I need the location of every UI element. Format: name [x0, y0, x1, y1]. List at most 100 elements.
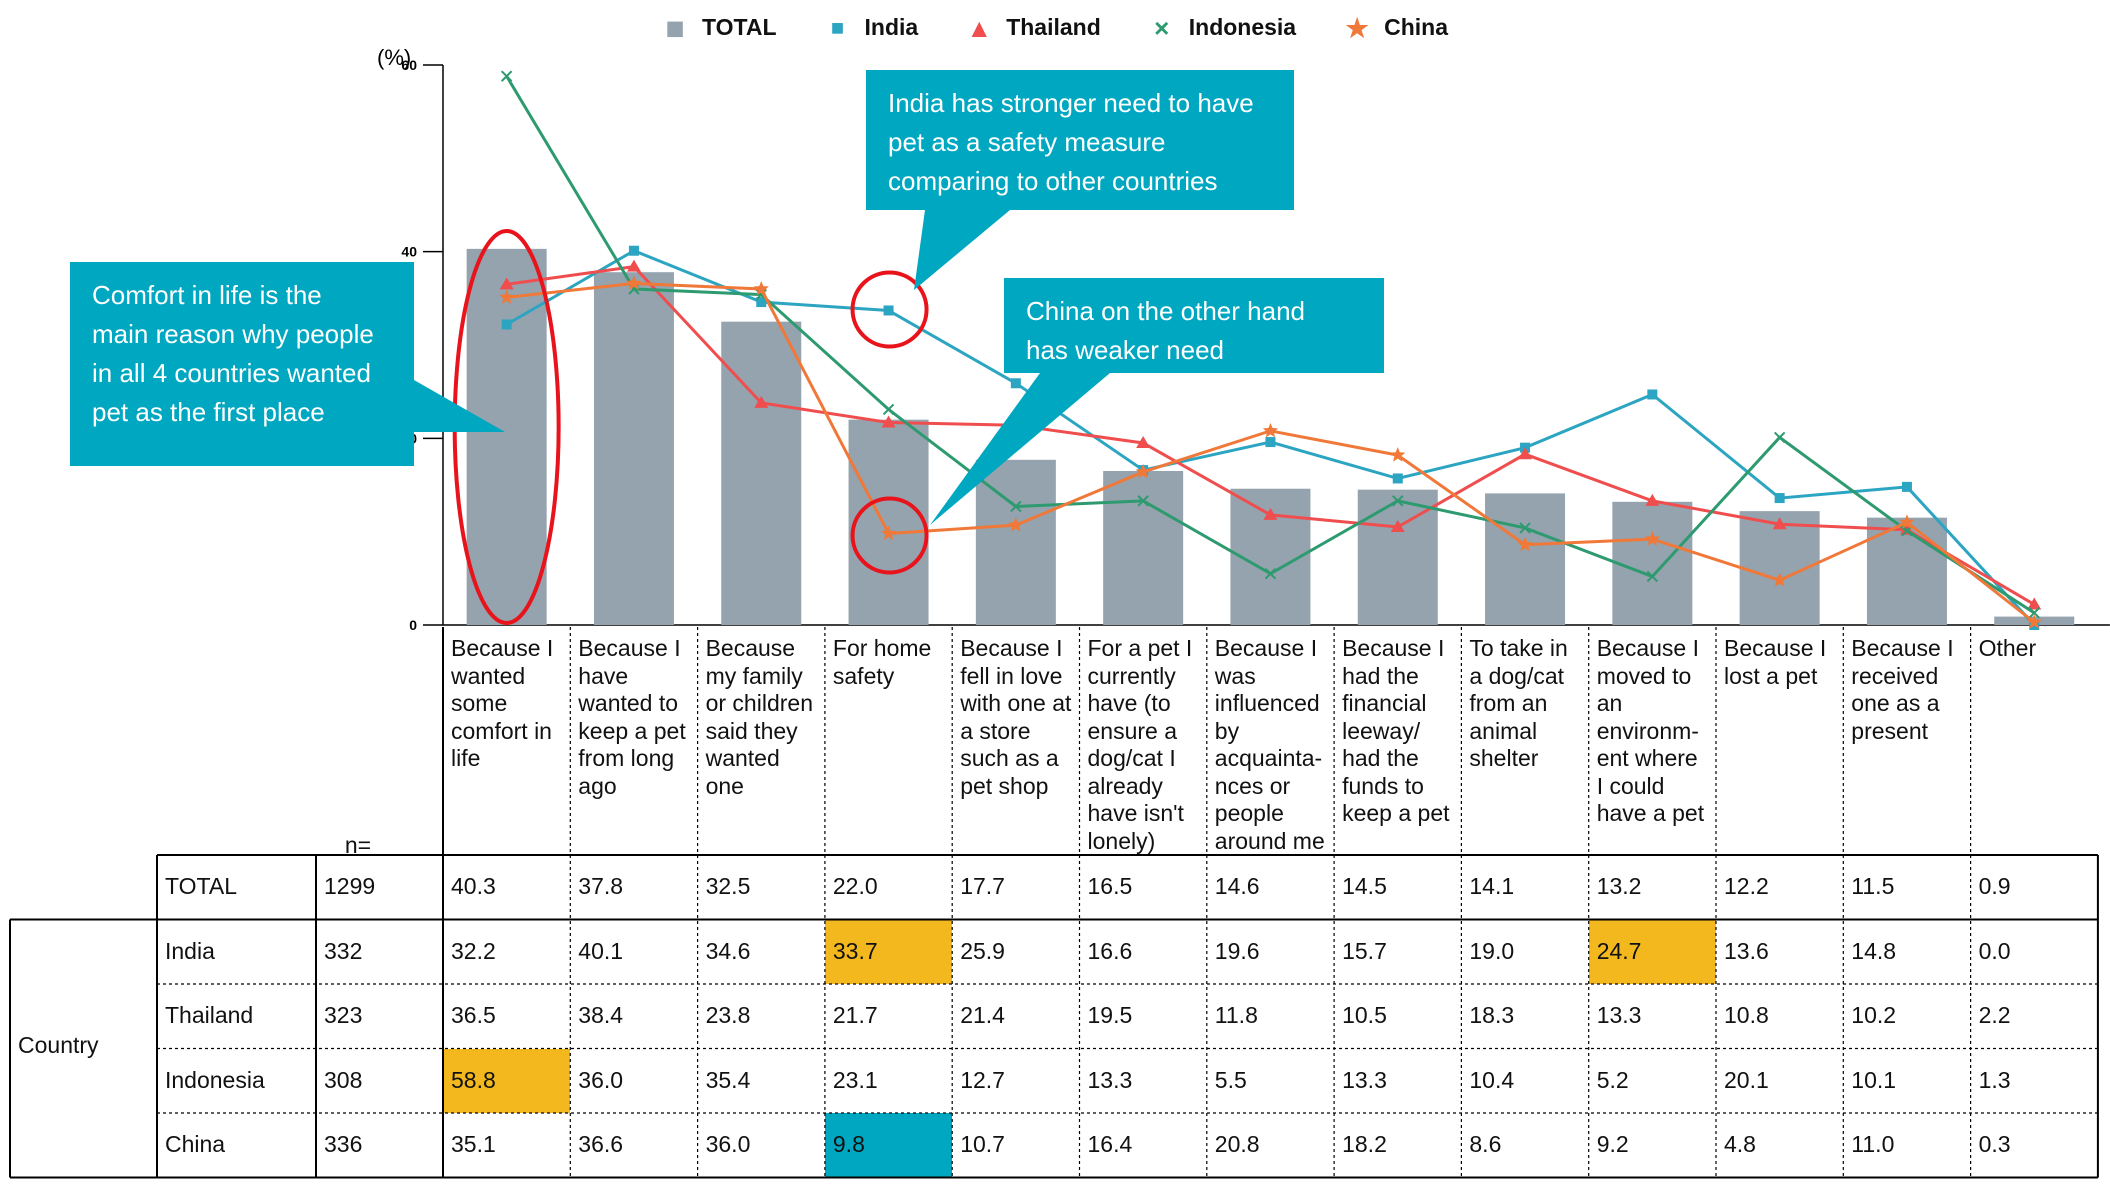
table-cell: 35.1: [451, 1131, 496, 1157]
bar-8: [1485, 493, 1566, 625]
table-cell: 37.8: [578, 873, 624, 899]
point-indonesia-4: [1010, 500, 1022, 513]
point-india-10: [1774, 493, 1785, 504]
table-cell: 13.3: [1087, 1066, 1133, 1093]
table-cell: 8.6: [1469, 1131, 1502, 1157]
table-cell: 13.2: [1596, 873, 1642, 899]
table-cell: 5.2: [1596, 1066, 1629, 1093]
table-cell: 11.0: [1851, 1131, 1895, 1157]
legend-marker-square-sm-icon: ■: [830, 14, 845, 40]
point-thailand-0: [499, 277, 514, 290]
point-china-2: [753, 281, 769, 296]
point-thailand-7: [1390, 520, 1405, 532]
table-cell: 40.3: [451, 873, 496, 899]
point-indonesia-0: [500, 70, 513, 82]
table-cell: 15.7: [1342, 937, 1387, 964]
point-thailand-12: [2027, 597, 2042, 610]
highlight-circle-china: [850, 496, 929, 575]
row-n-india: 332: [324, 937, 363, 964]
category-label-4: Because I fell in love with one at a sto…: [960, 635, 1072, 799]
table-cell: 20.8: [1214, 1131, 1260, 1157]
table-cell: 12.2: [1724, 873, 1769, 899]
category-label-0: Because I wanted some comfort in life: [451, 635, 554, 771]
legend-label: Indonesia: [1188, 14, 1297, 40]
table-cell: 23.1: [832, 1066, 878, 1093]
table-cell: 16.4: [1087, 1131, 1133, 1157]
table-cell: 14.6: [1214, 873, 1260, 899]
row-n-thailand: 323: [324, 1002, 363, 1028]
point-india-7: [1392, 473, 1403, 484]
point-indonesia-6: [1264, 567, 1277, 580]
point-indonesia-3: [882, 403, 895, 416]
table-cell: 13.3: [1342, 1066, 1387, 1093]
category-label-11: Because I received one as a present: [1851, 635, 1954, 744]
point-thailand-8: [1518, 447, 1533, 460]
table-cell: 38.4: [578, 1002, 624, 1028]
table-cell: 36.5: [451, 1002, 496, 1028]
table-cell: 13.3: [1596, 1002, 1642, 1028]
row-n-total: 1299: [324, 873, 376, 899]
y-tick-label: 60: [401, 57, 417, 73]
table-cell: 22.0: [832, 873, 878, 899]
table-cell: 0.0: [1978, 937, 2011, 964]
legend-item-total: ■ TOTAL: [662, 9, 776, 46]
table-cell: 16.5: [1087, 873, 1133, 899]
row-n-china: 336: [324, 1131, 363, 1157]
point-china-3: [880, 525, 897, 541]
table-cell: 2.2: [1978, 1002, 2011, 1028]
point-china-12: [2026, 614, 2042, 629]
table-cell: 11.8: [1214, 1002, 1258, 1028]
table-cell: 10.2: [1851, 1002, 1897, 1028]
table-cell: 14.8: [1851, 937, 1897, 964]
country-group-label: Country: [18, 1031, 99, 1058]
table-cell: 11.5: [1851, 873, 1895, 899]
point-china-6: [1262, 422, 1279, 438]
legend-label: Thailand: [1006, 14, 1101, 40]
row-label-thailand: Thailand: [165, 1002, 254, 1028]
point-india-0: [501, 319, 512, 330]
row-label-india: India: [165, 937, 215, 964]
legend-item-indonesia: × Indonesia: [1149, 14, 1296, 41]
y-axis-label: (%): [377, 45, 411, 70]
point-china-4: [1008, 517, 1024, 532]
category-label-5: For a pet I currently have (to ensure a …: [1087, 635, 1193, 854]
category-label-6: Because I was influenced by acquainta-nc…: [1214, 635, 1325, 854]
chart-legend: ■ TOTAL ■ India ▲ Thailand × Indonesia ★ China: [0, 9, 2110, 46]
table-cell: 23.8: [705, 1002, 751, 1028]
point-india-3: [883, 305, 894, 316]
point-thailand-3: [881, 415, 896, 428]
point-thailand-1: [626, 259, 641, 272]
callout-pointer-comfort: [414, 380, 505, 432]
category-label-2: Because my family or children said they …: [705, 635, 813, 799]
point-india-2: [756, 297, 767, 308]
bar-3: [848, 419, 929, 625]
table-cell: 0.3: [1978, 1131, 2011, 1157]
callout-comfort: Comfort in life is the main reason why p…: [70, 262, 414, 466]
legend-marker-square-icon: ■: [665, 9, 685, 46]
table-cell: 18.2: [1342, 1131, 1387, 1157]
table-cell: 32.5: [705, 873, 751, 899]
table-cell: 4.8: [1724, 1131, 1756, 1157]
legend-item-india: ■ India: [825, 14, 918, 41]
table-cell: 14.5: [1342, 873, 1387, 899]
table-cell: 58.8: [443, 1048, 571, 1113]
point-china-11: [1899, 514, 1915, 529]
table-cell: 16.6: [1087, 937, 1133, 964]
table-cell: 21.7: [832, 1002, 878, 1028]
bar-0: [466, 248, 547, 625]
point-indonesia-7: [1392, 495, 1404, 507]
category-label-8: To take in a dog/cat from an animal shel…: [1469, 635, 1568, 771]
point-indonesia-5: [1137, 495, 1149, 507]
table-cell: 19.6: [1214, 937, 1260, 964]
point-thailand-6: [1263, 507, 1278, 520]
table-cell: 33.7: [824, 919, 953, 984]
table-cell: 10.5: [1342, 1002, 1387, 1028]
bar-1: [593, 272, 674, 625]
table-cell: 36.6: [578, 1131, 624, 1157]
legend-label: China: [1384, 14, 1448, 40]
table-cell: 19.0: [1469, 937, 1515, 964]
point-indonesia-8: [1519, 522, 1531, 534]
table-cell: 18.3: [1469, 1002, 1515, 1028]
table-cell: 25.9: [960, 937, 1005, 964]
